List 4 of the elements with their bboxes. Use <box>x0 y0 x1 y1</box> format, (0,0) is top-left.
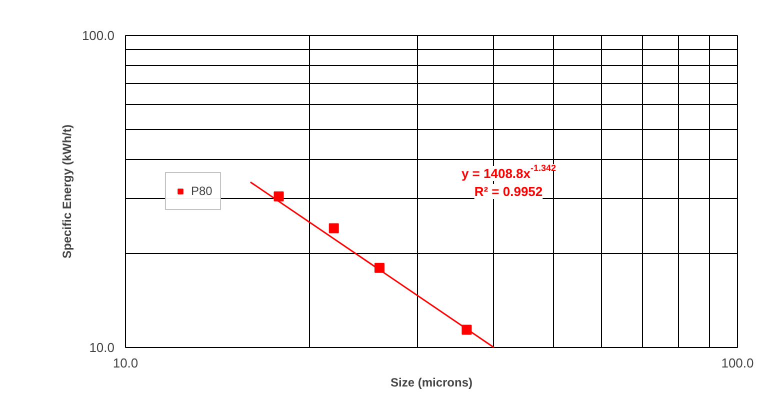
annotation: R² = 0.9952 <box>474 184 543 199</box>
y-axis-title: Specific Energy (kWh/t) <box>60 124 74 259</box>
x-axis-title: Size (microns) <box>390 376 473 390</box>
legend-label: P80 <box>191 184 212 198</box>
